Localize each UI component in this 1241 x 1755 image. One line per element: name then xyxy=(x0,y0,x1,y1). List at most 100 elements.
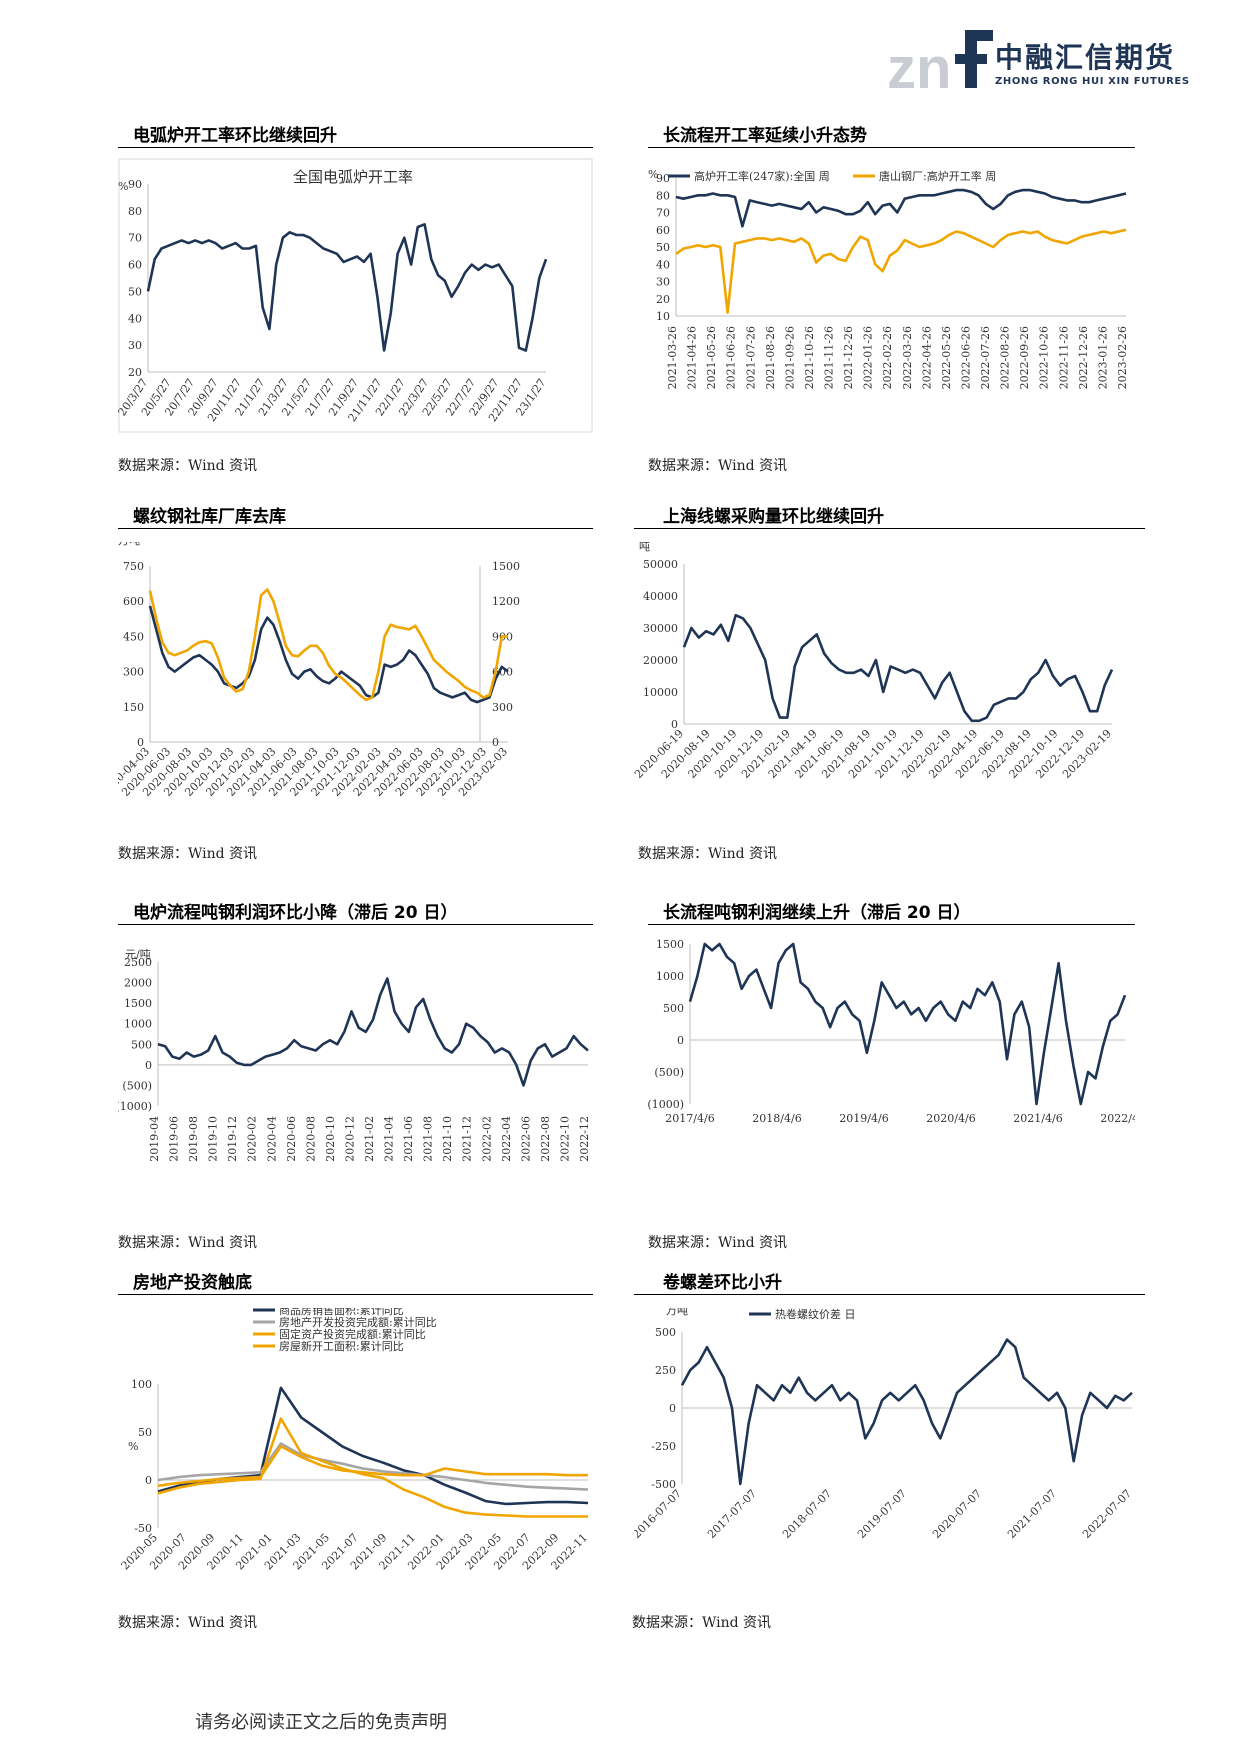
section-rule-8 xyxy=(634,1294,1145,1295)
source-note-4: 数据来源：Wind 资讯 xyxy=(638,846,778,862)
y-tick-label: 0 xyxy=(137,736,144,749)
source-note-2: 数据来源：Wind 资讯 xyxy=(648,458,788,474)
y-tick-label: 10 xyxy=(656,310,670,323)
y-tick-label: 40 xyxy=(128,312,142,325)
source-note-8: 数据来源：Wind 资讯 xyxy=(632,1615,772,1631)
x-tick-label: 2018/4/6 xyxy=(752,1112,801,1125)
series-line-1 xyxy=(682,613,1114,723)
chart-shanghai-purchase: 吨010000200003000040000500002020-06-19202… xyxy=(634,542,1114,781)
x-tick-label: 2021-06-26 xyxy=(725,326,738,389)
chart-eaf-utilization: 全国电弧炉开工率%203040506070809020/3/2720/5/272… xyxy=(118,158,593,433)
y-tick-label: 1500 xyxy=(124,997,152,1010)
chart-frame xyxy=(118,158,593,433)
y-tick-label: 150 xyxy=(123,701,144,714)
y-unit-label: 万吨 xyxy=(666,1308,688,1317)
section-rule-4 xyxy=(634,528,1145,529)
x-tick-label: 2022-05-26 xyxy=(940,326,953,389)
section-title-2: 长流程开工率延续小升态势 xyxy=(663,126,867,146)
x-tick-label: 2020-06 xyxy=(285,1116,298,1162)
section-title-3: 螺纹钢社库厂库去库 xyxy=(133,507,286,527)
y-unit-label: 元/吨 xyxy=(125,948,151,961)
y-tick-label: (500) xyxy=(122,1079,152,1092)
x-tick-label: 2021/4/6 xyxy=(1013,1112,1062,1125)
x-tick-label: 2022-11-26 xyxy=(1057,326,1070,389)
legend-label: 房地产开发投资完成额:累计同比 xyxy=(279,1315,437,1329)
y-tick-label: 90 xyxy=(656,172,670,185)
section-title-8: 卷螺差环比小升 xyxy=(663,1273,782,1293)
x-tick-label: 2020/4/6 xyxy=(926,1112,975,1125)
x-tick-label: 2022-10-26 xyxy=(1038,326,1051,389)
x-tick-label: 2018-07-07 xyxy=(780,1487,834,1541)
y-unit-label: % xyxy=(648,168,658,181)
x-tick-label: 2022-04-26 xyxy=(920,326,933,389)
y-unit-label: 元/吨 xyxy=(666,938,692,939)
y-tick-label: 70 xyxy=(656,207,670,220)
series-line-3 xyxy=(157,1445,588,1488)
y-tick-label: (1000) xyxy=(648,1098,684,1111)
section-rule-7 xyxy=(118,1294,593,1295)
x-tick-label: 2022-04 xyxy=(500,1116,513,1162)
x-tick-label: 2017/4/6 xyxy=(665,1112,714,1125)
x-tick-label: 2021-10-26 xyxy=(803,326,816,389)
x-tick-label: 2021-06 xyxy=(402,1116,415,1162)
y-tick-label: 70 xyxy=(128,232,142,245)
legend-label: 热卷螺纹价差 日 xyxy=(775,1308,856,1321)
x-tick-label: 2019-04 xyxy=(148,1116,161,1162)
section-rule-6 xyxy=(648,924,1135,925)
source-note-1: 数据来源：Wind 资讯 xyxy=(118,458,258,474)
chart-eaf-profit: 元/吨 (1000) (500) 0 500 1000 1500 2000 2500 2019-0… xyxy=(118,948,591,1162)
x-tick-label: 2016-07-07 xyxy=(634,1487,684,1541)
x-tick-label: 2021-11-26 xyxy=(823,326,836,389)
series-line-2 xyxy=(148,588,508,702)
legend-label: 房屋新开工面积:累计同比 xyxy=(279,1339,404,1353)
section-title-4: 上海线螺采购量环比继续回升 xyxy=(663,507,884,527)
series-line-1 xyxy=(157,977,589,1087)
x-tick-label: 2022-02-26 xyxy=(881,326,894,389)
x-tick-label: 2021-03-26 xyxy=(666,326,679,389)
x-tick-label: 2022-12 xyxy=(578,1116,591,1162)
y-tick-label: -500 xyxy=(651,1478,676,1491)
source-note-3: 数据来源：Wind 资讯 xyxy=(118,846,258,862)
y-tick-label: 30 xyxy=(656,276,670,289)
y2-tick-label: 300 xyxy=(492,701,513,714)
source-note-7: 数据来源：Wind 资讯 xyxy=(118,1615,258,1631)
chart-bf-utilization: % 10 20 30 40 50 60 70 80 90 2021-03-26 2021-04-26 2… xyxy=(648,168,1129,389)
y-tick-label: 1000 xyxy=(124,1018,152,1031)
x-tick-label: 2021-12 xyxy=(461,1116,474,1162)
y-tick-label: 0 xyxy=(671,718,678,731)
y-tick-label: 80 xyxy=(656,189,670,202)
x-tick-label: 2022-06-26 xyxy=(959,326,972,389)
section-title-1: 电弧炉开工率环比继续回升 xyxy=(133,126,337,146)
y-tick-label: 1000 xyxy=(656,970,684,983)
y-tick-label: 100 xyxy=(131,1378,152,1391)
x-tick-label: 2023-02-26 xyxy=(1116,326,1129,389)
x-tick-label: 2021-04 xyxy=(383,1116,396,1162)
y-tick-label: 50 xyxy=(656,241,670,254)
y-tick-label: 500 xyxy=(663,1002,684,1015)
x-tick-label: 2020-02 xyxy=(246,1116,259,1162)
x-tick-label: 2019-06 xyxy=(168,1116,181,1162)
x-tick-label: 2021-08 xyxy=(422,1116,435,1162)
x-tick-label: 2022-10 xyxy=(558,1116,571,1162)
section-title-7: 房地产投资触底 xyxy=(133,1273,252,1293)
y-unit-label: 吨 xyxy=(639,542,650,553)
x-tick-label: 2020-08 xyxy=(304,1116,317,1162)
y-tick-label: 30 xyxy=(128,339,142,352)
x-tick-label: 2021-04-26 xyxy=(686,326,699,389)
section-title-5: 电炉流程吨钢利润环比小降（滞后 20 日） xyxy=(133,903,458,923)
y-tick-label: 50 xyxy=(138,1426,152,1439)
y-tick-label: 40 xyxy=(656,258,670,271)
x-tick-label: 2021-07-07 xyxy=(1005,1487,1059,1541)
y-tick-label: 50000 xyxy=(643,558,678,571)
y-tick-label: 500 xyxy=(131,1038,152,1051)
y-tick-label: 60 xyxy=(128,259,142,272)
legend-label: 唐山钢厂:高炉开工率 周 xyxy=(879,169,996,183)
disclaimer-footer: 请务必阅读正文之后的免责声明 xyxy=(195,1712,447,1733)
chart-hrc-rebar-spread: 万吨 -500 -250 0 250 500 2016-07-07 2017-07-07 201… xyxy=(634,1308,1134,1541)
x-tick-label: 2021-12-26 xyxy=(842,326,855,389)
y2-tick-label: 0 xyxy=(492,736,499,749)
series-line-1 xyxy=(675,188,1127,228)
y-unit-label: 万吨 xyxy=(118,542,140,547)
x-tick-label: 2022-07-07 xyxy=(1080,1487,1134,1541)
x-tick-label: 2021-08-26 xyxy=(764,326,777,389)
